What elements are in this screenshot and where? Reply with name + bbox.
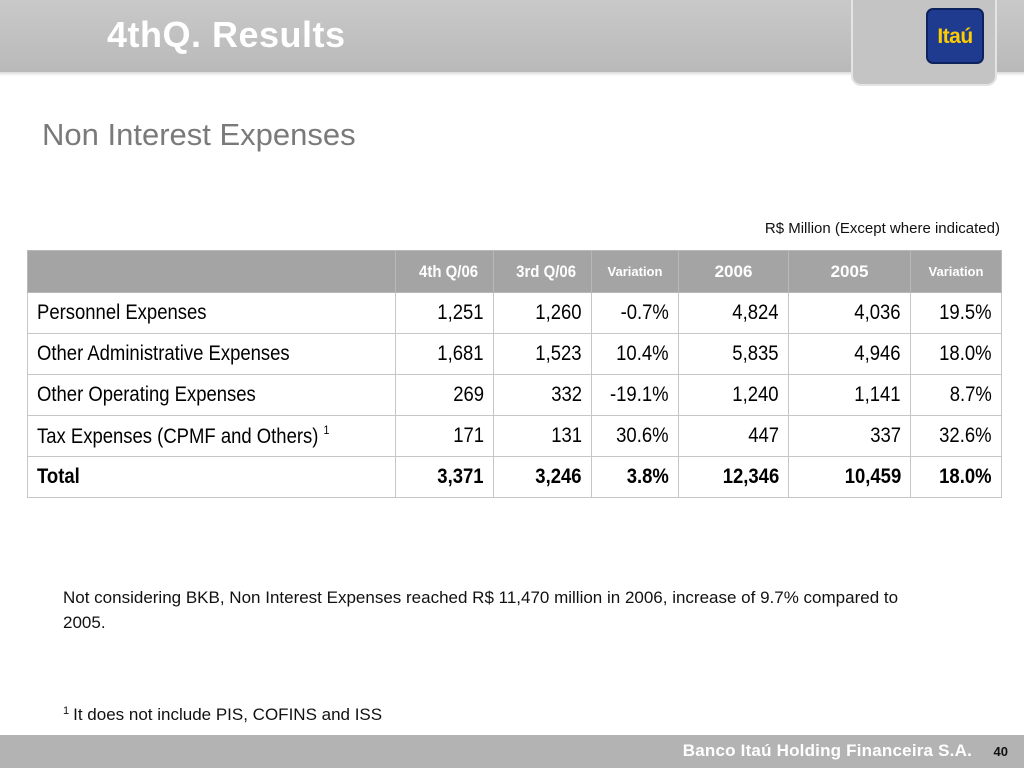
cell-value: 19.5% xyxy=(910,292,1002,334)
header-shadow xyxy=(0,72,1024,76)
table-row: Tax Expenses (CPMF and Others) 1 171 131… xyxy=(27,415,1002,457)
cell-value: 1,260 xyxy=(493,292,592,334)
cell-value: 4,824 xyxy=(678,292,789,334)
table-row: Other Administrative Expenses 1,681 1,52… xyxy=(27,333,1002,375)
cell-value: 1,240 xyxy=(678,374,789,416)
footnote-text: It does not include PIS, COFINS and ISS xyxy=(73,705,383,724)
cell-value: 8.7% xyxy=(910,374,1002,416)
cell-value: 10.4% xyxy=(591,333,679,375)
footer-bar xyxy=(0,735,1024,768)
cell-value: 171 xyxy=(395,415,494,457)
table-header-row: 4th Q/06 3rd Q/06 Variation 2006 2005 Va… xyxy=(27,250,1002,293)
cell-value: 3,371 xyxy=(395,456,494,498)
row-label: Personnel Expenses xyxy=(27,292,396,334)
slide-title: 4thQ. Results xyxy=(107,14,346,55)
cell-value: 12,346 xyxy=(678,456,789,498)
cell-value: -0.7% xyxy=(591,292,679,334)
cell-value: 4,946 xyxy=(788,333,911,375)
expenses-table: 4th Q/06 3rd Q/06 Variation 2006 2005 Va… xyxy=(27,250,1002,498)
cell-value: 1,141 xyxy=(788,374,911,416)
column-header-4thq06: 4th Q/06 xyxy=(395,250,494,293)
table-row-total: Total 3,371 3,246 3.8% 12,346 10,459 18.… xyxy=(27,456,1002,498)
cell-value: 4,036 xyxy=(788,292,911,334)
row-label-text: Tax Expenses (CPMF and Others) xyxy=(37,425,319,448)
row-label: Total xyxy=(27,456,396,498)
cell-value: -19.1% xyxy=(591,374,679,416)
column-header-label xyxy=(27,250,396,293)
cell-value: 3,246 xyxy=(493,456,592,498)
cell-value: 32.6% xyxy=(910,415,1002,457)
cell-value: 30.6% xyxy=(591,415,679,457)
table-row: Personnel Expenses 1,251 1,260 -0.7% 4,8… xyxy=(27,292,1002,334)
column-header-3rdq06: 3rd Q/06 xyxy=(493,250,592,293)
row-label: Other Operating Expenses xyxy=(27,374,396,416)
unit-note: R$ Million (Except where indicated) xyxy=(764,220,1000,237)
footnote: 1 It does not include PIS, COFINS and ISS xyxy=(63,705,382,725)
table-row: Other Operating Expenses 269 332 -19.1% … xyxy=(27,374,1002,416)
footer-company: Banco Itaú Holding Financeira S.A. xyxy=(682,741,972,760)
cell-value: 337 xyxy=(788,415,911,457)
itau-logo: Itaú xyxy=(926,8,984,64)
cell-value: 1,251 xyxy=(395,292,494,334)
cell-value: 3.8% xyxy=(591,456,679,498)
cell-value: 10,459 xyxy=(788,456,911,498)
column-header-variation-quarter: Variation xyxy=(591,250,679,293)
cell-value: 5,835 xyxy=(678,333,789,375)
column-header-variation-year: Variation xyxy=(910,250,1002,293)
page-number: 40 xyxy=(993,744,1008,759)
section-title: Non Interest Expenses xyxy=(42,117,356,152)
cell-value: 1,681 xyxy=(395,333,494,375)
cell-value: 332 xyxy=(493,374,592,416)
cell-value: 18.0% xyxy=(910,456,1002,498)
cell-value: 269 xyxy=(395,374,494,416)
note-text: Not considering BKB, Non Interest Expens… xyxy=(63,588,899,632)
column-header-2006: 2006 xyxy=(678,250,789,293)
row-label: Tax Expenses (CPMF and Others) 1 xyxy=(27,415,396,457)
logo-text: Itaú xyxy=(937,25,973,48)
footnote-marker: 1 xyxy=(323,423,330,437)
column-header-2005: 2005 xyxy=(788,250,911,293)
cell-value: 447 xyxy=(678,415,789,457)
footnote-marker: 1 xyxy=(63,705,70,717)
cell-value: 131 xyxy=(493,415,592,457)
cell-value: 18.0% xyxy=(910,333,1002,375)
row-label: Other Administrative Expenses xyxy=(27,333,396,375)
cell-value: 1,523 xyxy=(493,333,592,375)
